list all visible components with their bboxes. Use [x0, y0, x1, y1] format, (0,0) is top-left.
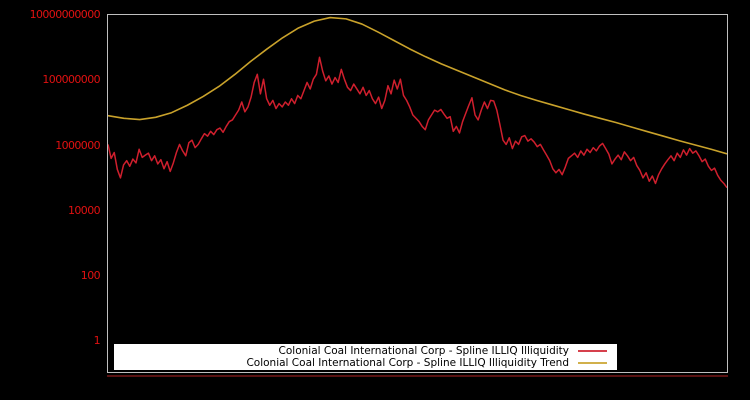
y-tick-label-1e4: 10000 [68, 204, 101, 217]
legend-entry-illiquidity: Colonial Coal International Corp - Splin… [114, 345, 609, 357]
trend-line [108, 16, 727, 155]
legend-label-illiquidity: Colonial Coal International Corp - Splin… [278, 345, 569, 357]
legend: Colonial Coal International Corp - Splin… [114, 344, 617, 370]
y-tick-label-1e10: 10000000000 [29, 8, 101, 21]
x-axis-baseline [107, 375, 728, 377]
series-lines [108, 16, 727, 189]
legend-line-sample-illiquidity [578, 350, 607, 352]
y-tick-label-1e2: 100 [80, 269, 101, 282]
y-tick-label-1e6: 1000000 [55, 139, 100, 152]
y-tick-label-1e8: 100000000 [42, 73, 100, 86]
illiquidity-line [108, 56, 727, 189]
legend-entry-trend: Colonial Coal International Corp - Splin… [114, 357, 609, 369]
legend-line-sample-trend [578, 362, 607, 364]
plot-area [107, 14, 728, 373]
legend-label-trend: Colonial Coal International Corp - Splin… [246, 357, 569, 369]
y-tick-label-1: 1 [93, 334, 101, 347]
